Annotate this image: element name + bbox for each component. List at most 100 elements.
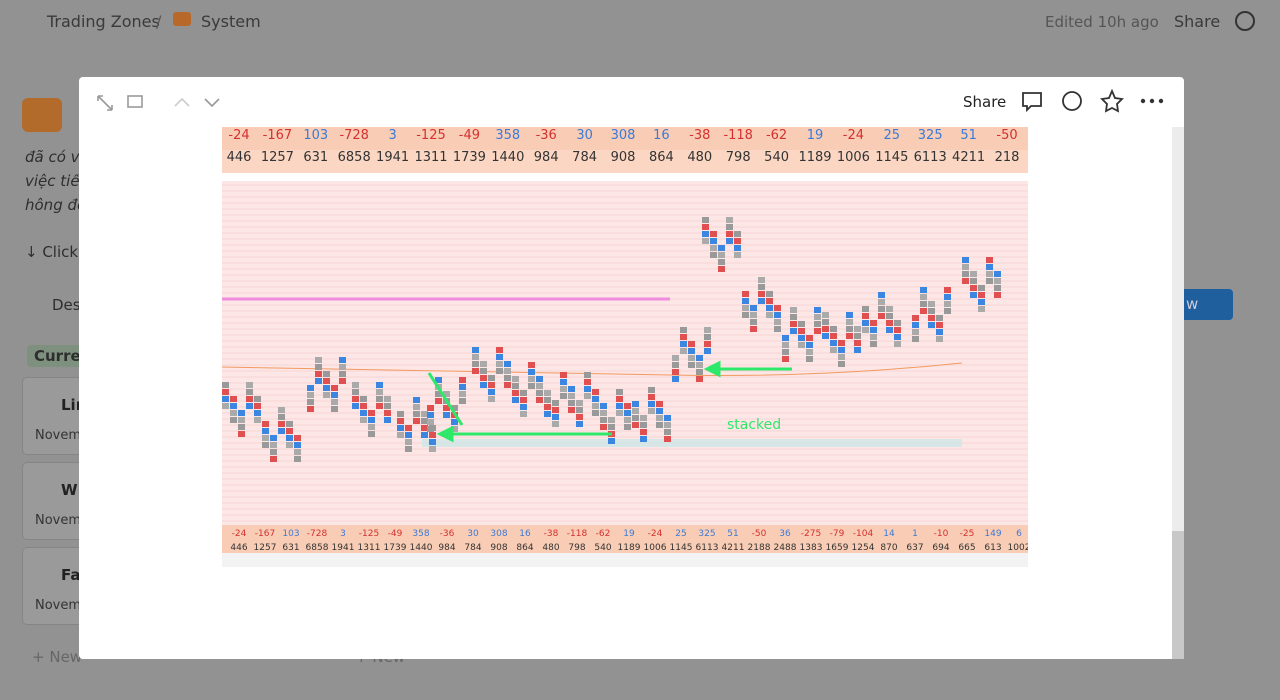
cell (672, 362, 679, 368)
cell (870, 327, 877, 333)
new-button[interactable]: w (1180, 289, 1233, 320)
cell (528, 383, 535, 389)
cell (680, 327, 687, 333)
cell (472, 361, 479, 367)
cell (758, 298, 765, 304)
cell (944, 308, 951, 314)
new-button[interactable]: + New (32, 648, 83, 666)
breadcrumb-item[interactable]: System (201, 12, 261, 31)
cell (294, 435, 301, 441)
cell (600, 403, 607, 409)
share-button[interactable]: Share (1174, 12, 1221, 31)
cell-value: 784 (572, 150, 597, 165)
cell (405, 425, 412, 431)
history-icon[interactable] (1062, 91, 1082, 111)
cell (323, 378, 330, 384)
cell (806, 335, 813, 341)
cell (838, 347, 845, 353)
cell (854, 326, 861, 332)
more-icon[interactable] (1140, 98, 1164, 104)
expand-icon[interactable] (97, 95, 113, 111)
cell-value: 637 (906, 543, 923, 553)
card[interactable]: Fa Novem (23, 548, 83, 624)
cell (742, 312, 749, 318)
cell (413, 397, 420, 403)
cell (814, 321, 821, 327)
cell (496, 368, 503, 374)
cell (978, 292, 985, 298)
cell (894, 341, 901, 347)
peek-icon[interactable] (127, 95, 143, 108)
cell (459, 384, 466, 390)
cell (560, 393, 567, 399)
down-arrow[interactable] (204, 98, 220, 108)
favorite-icon[interactable] (1100, 88, 1124, 113)
cell (286, 442, 293, 448)
cell (584, 393, 591, 399)
cell (734, 245, 741, 251)
cell (854, 333, 861, 339)
cell (648, 408, 655, 414)
cell (862, 320, 869, 326)
cell-value: -125 (359, 529, 379, 539)
cell-value: -50 (752, 529, 767, 539)
cell (480, 368, 487, 374)
cell-value: -38 (544, 529, 559, 539)
comment-icon[interactable] (1022, 92, 1042, 113)
cell-value: -24 (228, 128, 249, 143)
cell (352, 403, 359, 409)
cell (544, 404, 551, 410)
cell (774, 319, 781, 325)
cell (838, 340, 845, 346)
card[interactable]: W Novem (23, 463, 83, 539)
cell (632, 408, 639, 414)
cell (413, 411, 420, 417)
cell (544, 397, 551, 403)
cell (814, 307, 821, 313)
cell (528, 369, 535, 375)
cell (360, 403, 367, 409)
cell-value: 16 (653, 128, 670, 143)
edited: Edited 10h ago (1045, 13, 1159, 31)
cell (552, 414, 559, 420)
cell (278, 414, 285, 420)
cell (624, 403, 631, 409)
cell (384, 396, 391, 402)
cell (936, 322, 943, 328)
cell-value: 19 (623, 529, 635, 539)
cell (710, 231, 717, 237)
cell-value: -104 (853, 529, 874, 539)
cell (978, 306, 985, 312)
breadcrumb-item[interactable]: Trading Zones (47, 12, 160, 31)
view-tab[interactable]: Des (52, 296, 81, 314)
cell (472, 368, 479, 374)
cell (384, 403, 391, 409)
cell (962, 278, 969, 284)
cell (413, 404, 420, 410)
cell-value: -50 (996, 128, 1017, 143)
cell (970, 278, 977, 284)
cell (294, 449, 301, 455)
history-icon[interactable] (1235, 11, 1255, 31)
cell-value: 308 (490, 529, 507, 539)
cell (451, 426, 458, 432)
cell-value: 1145 (670, 543, 693, 553)
text-line: đã có vu (25, 148, 90, 166)
cell (421, 432, 428, 438)
cell (397, 432, 404, 438)
toggle[interactable]: ↓ Click (25, 243, 79, 261)
cell (352, 389, 359, 395)
cell (584, 386, 591, 392)
card[interactable]: Lin Novem (23, 378, 86, 454)
up-arrow[interactable] (174, 97, 190, 107)
cell-value: 446 (230, 543, 247, 553)
share-button[interactable]: Share (963, 93, 1007, 111)
cell (656, 408, 663, 414)
cell (742, 298, 749, 304)
cell (576, 414, 583, 420)
cell (734, 252, 741, 258)
cell (360, 396, 367, 402)
cell (246, 389, 253, 395)
zone (422, 439, 962, 447)
